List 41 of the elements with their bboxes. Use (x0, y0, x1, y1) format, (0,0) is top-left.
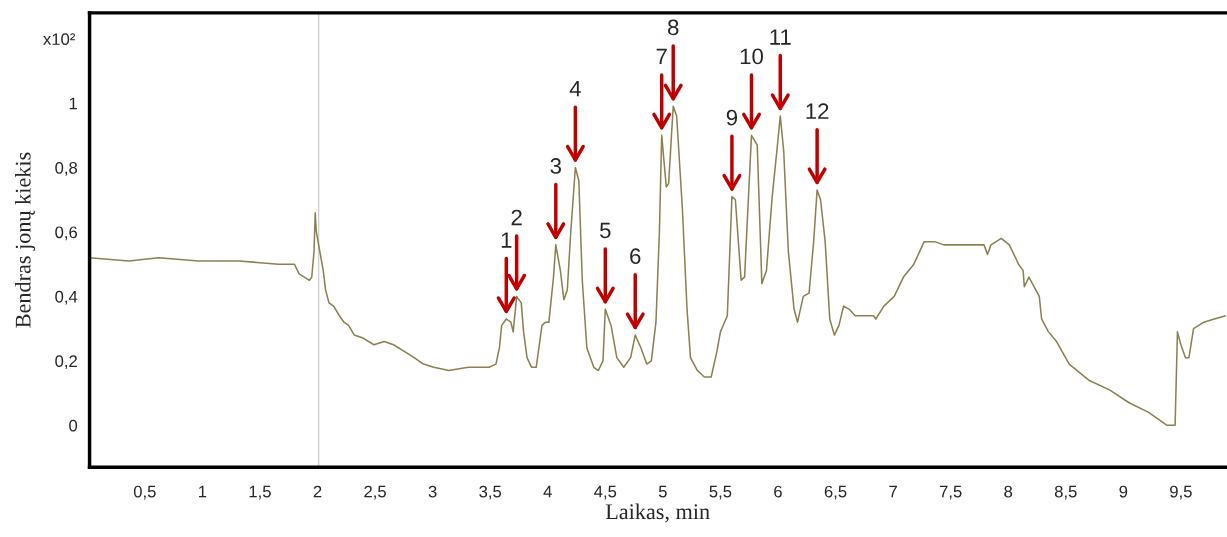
y-tick-label: 0,8 (55, 161, 78, 176)
annotation: 4 (569, 80, 581, 97)
x-tick-label: 4 (543, 485, 552, 498)
x-tick-label: 0,5 (133, 485, 156, 500)
x-tick-label: 9 (1119, 485, 1128, 498)
x-tick-label: 9,5 (1170, 485, 1192, 500)
x-axis-title: Laikas, min (605, 503, 710, 523)
x-tick-label: 8 (1004, 485, 1013, 498)
y-tick-label: 0,2 (55, 355, 77, 370)
annotation: 5 (600, 222, 611, 239)
x-tick-label: 5,5 (709, 485, 732, 500)
x-tick-label: 2 (313, 485, 322, 498)
annotation: 3 (550, 158, 561, 174)
y-tick-label: 0,6 (55, 226, 78, 241)
x-tick-label: 7,5 (939, 485, 962, 500)
annotation: 6 (630, 248, 641, 265)
y-tick-label: 1 (69, 97, 77, 110)
x-tick-label: 3,5 (479, 485, 502, 500)
x-tick-label: 6,5 (824, 485, 847, 500)
annotation: 2 (511, 209, 522, 226)
text: x10² (43, 33, 76, 46)
x-tick-label: 1,5 (249, 485, 271, 500)
y-tick-label: 0,4 (55, 290, 78, 305)
annotation: 1 (501, 232, 512, 248)
x-tick-label: 7 (889, 485, 897, 498)
annotation: 10 (740, 48, 763, 65)
annotation: 8 (668, 19, 679, 36)
x-tick-label: 1 (199, 485, 207, 498)
y-axis-title: Bendras jonų kiekis (15, 152, 36, 328)
y-tick-label: 0 (69, 419, 78, 432)
annotation: 7 (656, 48, 667, 65)
x-tick-label: 5 (658, 485, 667, 498)
x-tick-label: 4,5 (594, 485, 617, 500)
x-tick-label: 2,5 (364, 485, 386, 500)
annotation: 11 (770, 29, 791, 45)
x-tick-label: 3 (428, 485, 437, 498)
annotation: 9 (726, 109, 738, 126)
annotation: 12 (806, 103, 829, 119)
line-series (89, 105, 1226, 427)
x-tick-label: 6 (774, 485, 782, 498)
x-tick-label: 8,5 (1054, 485, 1077, 500)
